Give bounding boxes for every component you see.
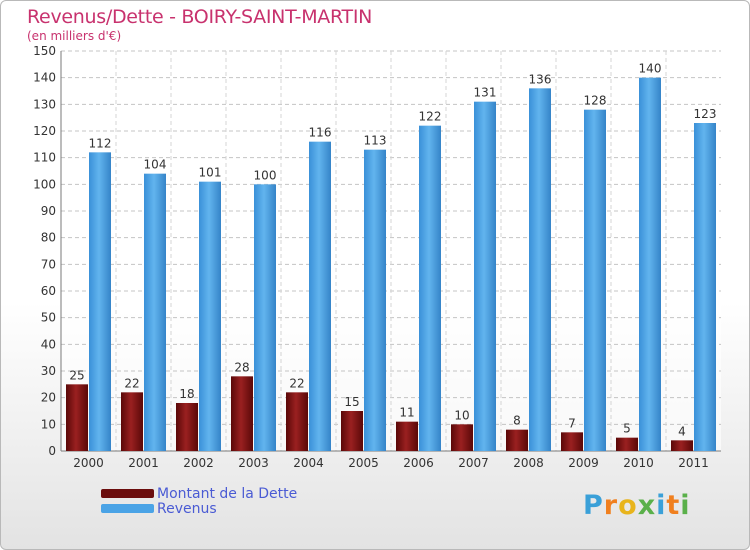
data-label-revenus-2005: 113	[364, 134, 387, 148]
bar-chart: 0 10 20 30 40 50 60 70 80 90 100 110 120 130 140 150 200…	[33, 44, 721, 470]
logo-letter: x	[637, 490, 657, 521]
x-tick-label-2002: 2002	[183, 456, 214, 470]
x-tick-label-2005: 2005	[348, 456, 379, 470]
x-tick-label-2010: 2010	[623, 456, 654, 470]
bar-revenus-2011	[694, 123, 716, 451]
logo-letter: P	[583, 490, 604, 521]
y-tick-label: 50	[41, 311, 56, 325]
y-tick-label: 90	[41, 204, 56, 218]
y-tick-label: 100	[33, 177, 56, 191]
legend-swatch-dette	[101, 489, 154, 498]
y-tick-label: 80	[41, 231, 56, 245]
bar-dette-2005	[341, 411, 363, 451]
data-label-dette-2004: 22	[289, 376, 304, 390]
data-label-dette-2000: 25	[69, 368, 84, 382]
logo-letter: r	[603, 490, 619, 521]
legend-label-dette: Montant de la Dette	[157, 486, 298, 502]
data-label-dette-2003: 28	[234, 360, 249, 374]
data-label-revenus-2004: 116	[309, 126, 332, 140]
data-label-dette-2005: 15	[344, 395, 359, 409]
legend-swatch-revenus	[101, 504, 154, 513]
y-tick-label: 140	[33, 71, 56, 85]
y-tick-label: 60	[41, 284, 56, 298]
y-tick-label: 40	[41, 337, 56, 351]
x-tick-label-2004: 2004	[293, 456, 324, 470]
data-label-dette-2010: 5	[623, 422, 631, 436]
y-tick-label: 30	[41, 364, 56, 378]
data-label-revenus-2001: 104	[144, 158, 167, 172]
data-label-dette-2009: 7	[568, 416, 576, 430]
logo-letter: t	[666, 490, 681, 521]
bar-revenus-2009	[584, 109, 606, 452]
bar-revenus-2005	[364, 149, 386, 451]
bar-dette-2011	[671, 440, 693, 451]
x-tick-label-2008: 2008	[513, 456, 544, 470]
data-label-revenus-2009: 128	[584, 94, 607, 108]
data-label-revenus-2006: 122	[419, 110, 442, 124]
data-label-revenus-2007: 131	[474, 86, 497, 100]
y-tick-label: 10	[41, 417, 56, 431]
bar-revenus-2003	[254, 184, 276, 452]
logo-letter: i	[680, 490, 691, 521]
bar-dette-2004	[286, 392, 308, 451]
data-label-revenus-2000: 112	[89, 136, 112, 150]
y-tick-label: 120	[33, 124, 56, 138]
data-label-dette-2008: 8	[513, 414, 521, 428]
y-tick-label: 150	[33, 44, 56, 58]
bar-dette-2000	[66, 384, 88, 451]
data-label-dette-2007: 10	[454, 408, 469, 422]
bar-revenus-2004	[309, 141, 331, 451]
logo-letter: o	[618, 490, 638, 521]
data-label-dette-2002: 18	[179, 387, 194, 401]
bar-revenus-2008	[529, 88, 551, 451]
bar-dette-2006	[396, 421, 418, 451]
bar-revenus-2007	[474, 101, 496, 452]
bar-dette-2002	[176, 403, 198, 451]
bar-revenus-2000	[89, 152, 111, 452]
data-label-revenus-2011: 123	[694, 107, 717, 121]
data-label-dette-2011: 4	[678, 424, 686, 438]
data-label-revenus-2002: 101	[199, 166, 222, 180]
data-label-revenus-2008: 136	[529, 72, 552, 86]
y-tick-label: 110	[33, 151, 56, 165]
x-tick-label-2006: 2006	[403, 456, 434, 470]
y-tick-label: 20	[41, 391, 56, 405]
chart-subtitle: (en milliers d'€)	[27, 29, 122, 43]
bar-dette-2008	[506, 429, 528, 451]
bar-dette-2009	[561, 432, 583, 451]
bar-revenus-2001	[144, 173, 166, 451]
bar-dette-2001	[121, 392, 143, 451]
data-label-dette-2001: 22	[124, 376, 139, 390]
x-tick-label-2009: 2009	[568, 456, 599, 470]
y-tick-label: 0	[48, 444, 56, 458]
bar-revenus-2010	[639, 77, 661, 452]
bar-dette-2003	[231, 376, 253, 451]
bar-revenus-2002	[199, 181, 221, 451]
x-tick-label-2003: 2003	[238, 456, 269, 470]
x-tick-label-2001: 2001	[128, 456, 159, 470]
x-tick-label-2007: 2007	[458, 456, 489, 470]
x-tick-label-2000: 2000	[73, 456, 104, 470]
legend-label-revenus: Revenus	[157, 501, 217, 517]
x-tick-label-2011: 2011	[678, 456, 709, 470]
data-label-dette-2006: 11	[399, 406, 414, 420]
bar-dette-2007	[451, 424, 473, 451]
y-tick-label: 70	[41, 257, 56, 271]
bar-revenus-2006	[419, 125, 441, 452]
logo-letter: i	[656, 490, 667, 521]
y-tick-label: 130	[33, 97, 56, 111]
data-label-revenus-2010: 140	[639, 62, 662, 76]
bar-dette-2010	[616, 437, 638, 451]
chart-title: Revenus/Dette - BOIRY-SAINT-MARTIN	[27, 6, 373, 28]
proxiti-logo: Proxiti	[583, 490, 691, 521]
data-label-revenus-2003: 100	[254, 168, 277, 182]
